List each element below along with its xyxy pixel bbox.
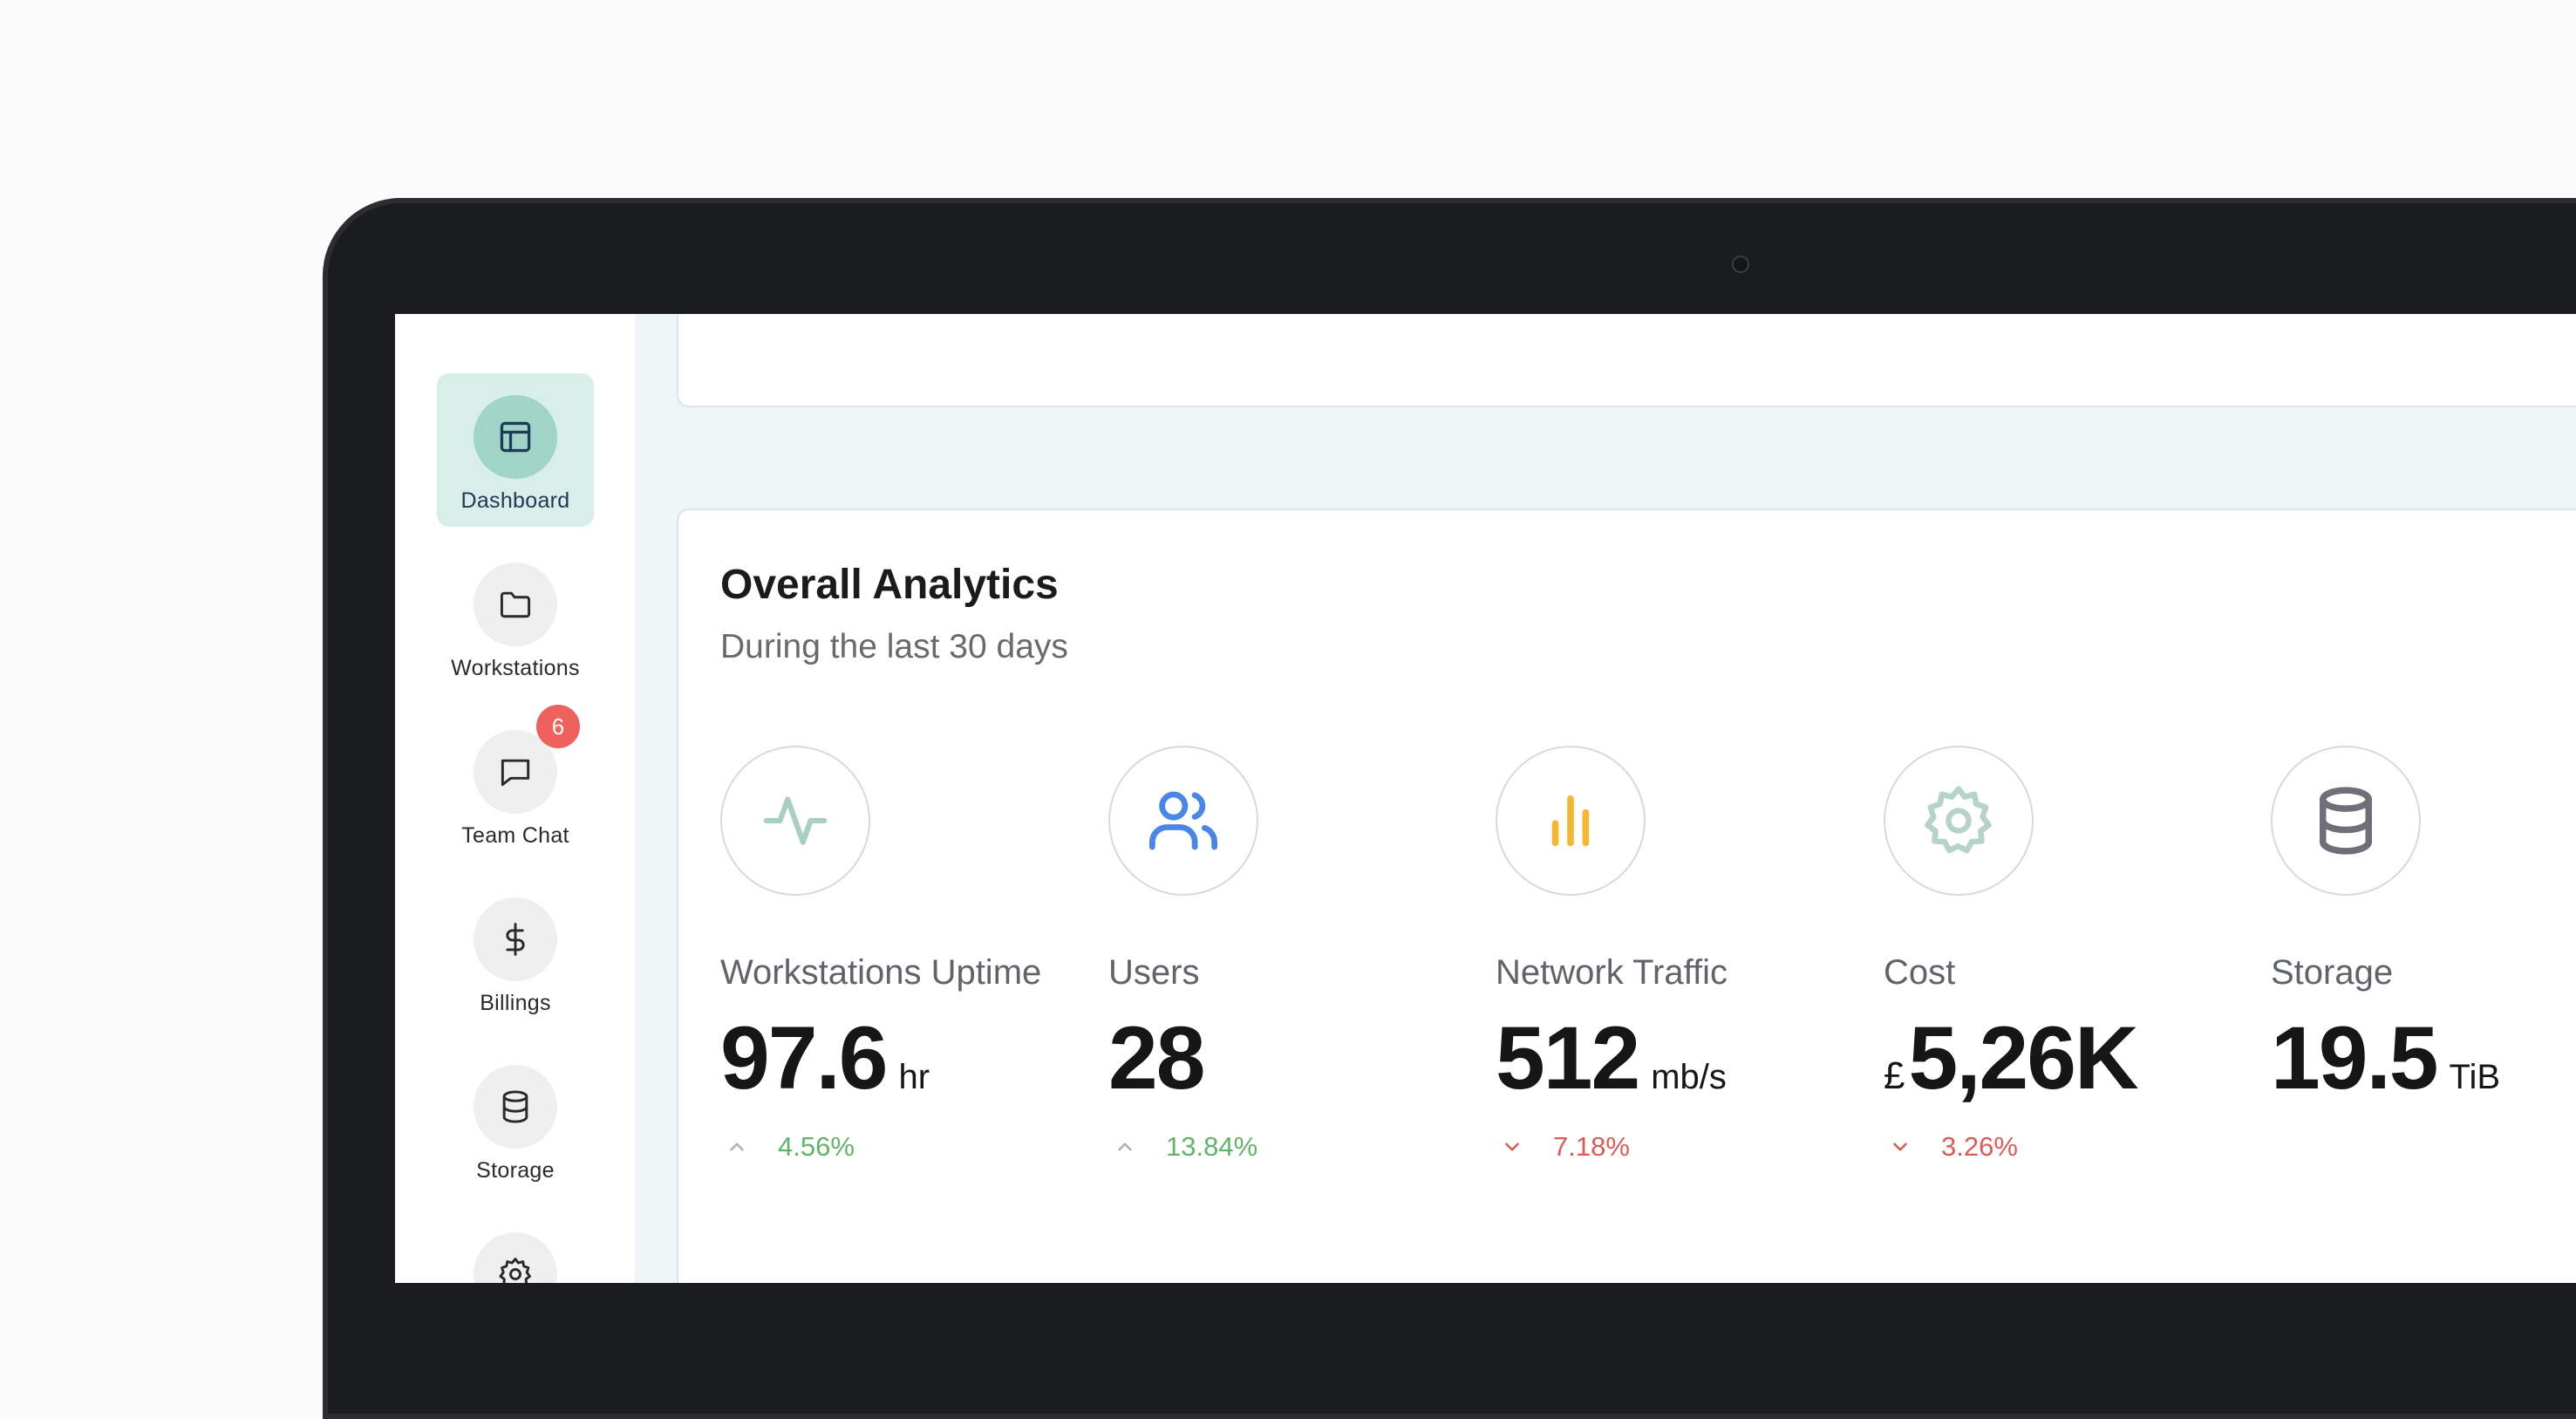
metric-network-traffic[interactable]: Network Traffic 512 mb/s 7.18% (1496, 746, 1871, 1162)
layout-icon (474, 395, 557, 479)
chevron-down-icon (1893, 1143, 1907, 1151)
metric-change: 4.56% (726, 1131, 855, 1163)
chevron-down-icon (1505, 1143, 1519, 1151)
metric-unit: TiB (2449, 1058, 2501, 1096)
metric-change: 3.26% (1889, 1131, 2018, 1163)
metric-cost[interactable]: Cost £5,26K 3.26% (1884, 746, 2259, 1162)
metric-value: £5,26K (1884, 1008, 2139, 1108)
card-subtitle: During the last 30 days (720, 628, 1068, 665)
metric-label: Storage (2271, 953, 2394, 992)
settings-icon (474, 1232, 557, 1283)
metric-change: 7.18% (1501, 1131, 1630, 1163)
metric-value: 97.6 hr (720, 1008, 930, 1108)
sidebar-item-label: Workstations (451, 656, 580, 680)
metric-label: Users (1108, 953, 1200, 992)
metric-value: 512 mb/s (1496, 1008, 1727, 1108)
metric-unit: hr (898, 1058, 930, 1096)
chevron-up-icon (730, 1143, 744, 1151)
users-icon (1108, 746, 1258, 896)
sidebar-item-dashboard[interactable]: Dashboard (437, 373, 594, 527)
top-header-bar (677, 314, 2576, 407)
gear-icon (1884, 746, 2034, 896)
sidebar-item-settings[interactable] (437, 1211, 594, 1283)
sidebar-item-label: Team Chat (461, 823, 569, 848)
metric-value: 19.5 TiB (2271, 1008, 2501, 1108)
activity-icon (720, 746, 870, 896)
sidebar-item-billings[interactable]: Billings (437, 876, 594, 1029)
sidebar-item-label: Storage (476, 1158, 555, 1183)
sidebar-item-label: Dashboard (460, 488, 570, 513)
chevron-up-icon (1118, 1143, 1132, 1151)
metric-users[interactable]: Users 28 13.84% (1108, 746, 1483, 1162)
bar-chart-icon (1496, 746, 1646, 896)
dollar-icon (474, 897, 557, 981)
sidebar-item-team-chat[interactable]: 6 Team Chat (437, 705, 594, 862)
folder-icon (474, 563, 557, 646)
sidebar-item-label: Billings (480, 991, 551, 1015)
metric-value: 28 (1108, 1008, 1205, 1108)
metric-label: Cost (1884, 953, 1956, 992)
app-screen: Dashboard Workstations 6 Team Chat (395, 314, 2576, 1283)
metric-workstations-uptime[interactable]: Workstations Uptime 97.6 hr 4.56% (720, 746, 1095, 1162)
card-title: Overall Analytics (720, 562, 1059, 608)
metric-change: 13.84% (1114, 1131, 1257, 1163)
metric-label: Network Traffic (1496, 953, 1728, 992)
sidebar-item-workstations[interactable]: Workstations (437, 541, 594, 694)
webcam (1732, 256, 1749, 273)
overall-analytics-card: Overall Analytics During the last 30 day… (677, 508, 2576, 1283)
chat-icon (474, 730, 557, 814)
unread-badge: 6 (536, 705, 580, 748)
database-icon (474, 1065, 557, 1149)
metric-unit: mb/s (1651, 1058, 1727, 1096)
currency-symbol: £ (1884, 1054, 1905, 1097)
metric-storage[interactable]: Storage 19.5 TiB (2271, 746, 2576, 1108)
metric-label: Workstations Uptime (720, 953, 1042, 992)
database-icon (2271, 746, 2421, 896)
sidebar-item-storage[interactable]: Storage (437, 1043, 594, 1197)
sidebar: Dashboard Workstations 6 Team Chat (395, 314, 635, 1283)
